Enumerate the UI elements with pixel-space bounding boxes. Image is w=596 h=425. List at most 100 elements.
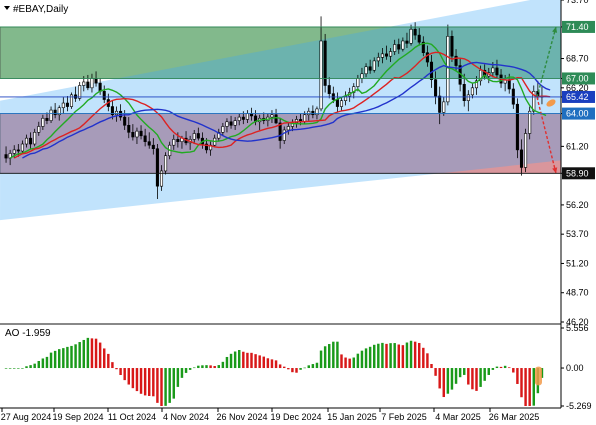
price-tick-label: 61.20 — [566, 141, 589, 151]
tp-buy-badge — [562, 20, 595, 33]
candle-body-bull — [315, 108, 319, 116]
price-tick-label: 73.70 — [566, 0, 589, 5]
ao-bar — [422, 347, 425, 369]
ao-bar — [340, 354, 343, 369]
candle — [319, 16, 323, 112]
zones-layer — [0, 26, 561, 174]
candle-body-bull — [380, 53, 384, 58]
candle-body-bear — [454, 55, 458, 66]
ao-bar — [197, 365, 200, 369]
ao-bar — [131, 368, 135, 389]
candle-body-bull — [37, 126, 41, 133]
candle — [229, 115, 233, 129]
candle — [135, 127, 139, 145]
candle-body-bear — [434, 79, 438, 97]
candle-body-bear — [155, 148, 159, 187]
ao-bar — [33, 363, 36, 369]
candle-body-bull — [389, 51, 393, 57]
candle-body-bear — [86, 81, 90, 89]
time-axis[interactable]: 27 Aug 2024 19 Sep 2024 11 Oct 2024 4 Nov 2… — [1, 408, 540, 422]
candle — [41, 114, 45, 130]
candle-body-bull — [221, 126, 225, 133]
price-tick-label: 56.20 — [566, 200, 589, 210]
forecast-arrows — [536, 26, 558, 174]
candle-body-bear — [123, 116, 127, 126]
ao-bar — [25, 366, 28, 369]
symbol-menu-triangle-icon[interactable] — [4, 6, 10, 10]
candle-body-bear — [421, 41, 425, 53]
ma-blue — [22, 61, 551, 159]
ao-bar — [520, 368, 523, 398]
ao-bar — [246, 352, 249, 369]
ao-bar — [364, 348, 368, 369]
ao-bar — [266, 358, 270, 369]
candle — [286, 121, 290, 135]
candle — [4, 146, 8, 163]
ao-bar — [397, 344, 400, 369]
candle — [127, 117, 131, 139]
candle-body-bull — [57, 107, 61, 116]
candle-body-bull — [409, 28, 413, 44]
ao-bar — [184, 368, 188, 373]
candle — [450, 30, 454, 63]
ao-label: AO -1.959 — [5, 328, 51, 339]
candle-body-bull — [82, 81, 86, 86]
ao-bar — [4, 368, 8, 369]
candle — [16, 144, 20, 157]
candle-body-bull — [245, 113, 249, 120]
candle-body-bear — [519, 149, 524, 168]
candle-body-bear — [147, 141, 151, 146]
candle — [339, 97, 344, 112]
candle — [528, 106, 532, 140]
ao-axis[interactable]: 5.556 0.00 -5.269 — [561, 323, 592, 411]
price-badges: 71.40 67.00 65.42 64.00 58.90 — [0, 20, 595, 180]
candle-body-bull — [286, 126, 290, 131]
ao-bar — [115, 368, 118, 370]
candle — [57, 105, 61, 121]
candle — [172, 134, 176, 150]
candle-body-bear — [229, 121, 233, 126]
time-tick-label: 7 Feb 2025 — [381, 412, 427, 422]
entry-down-badge — [562, 107, 595, 120]
panel-separator[interactable] — [0, 323, 561, 325]
time-tick-label: 4 Nov 2024 — [163, 412, 209, 422]
candle-body-bull — [61, 102, 65, 109]
ao-bar — [291, 368, 294, 373]
candle-body-bull — [524, 133, 528, 168]
candle — [131, 124, 135, 141]
ao-bar — [123, 368, 126, 381]
ao-bar — [45, 356, 49, 369]
price-axis[interactable]: 73.70 68.70 66.20 61.20 56.20 53.70 51.20 48.70… — [561, 0, 589, 327]
candle — [78, 81, 82, 101]
ao-bar — [352, 357, 355, 369]
ao-bar — [209, 365, 212, 369]
ao-bar — [471, 368, 474, 390]
candle-body-bull — [135, 130, 139, 138]
ao-bar — [41, 358, 45, 369]
ao-bar — [254, 354, 257, 369]
candle-body-bull — [376, 57, 380, 62]
candle — [352, 83, 356, 99]
ao-bar — [205, 365, 208, 369]
candle-body-bear — [29, 137, 33, 145]
candle-body-bear — [425, 52, 429, 63]
candle — [323, 33, 327, 93]
candle — [384, 45, 389, 60]
ao-bar — [532, 368, 535, 406]
candle — [151, 138, 155, 155]
ao-bar — [450, 368, 454, 390]
candle — [139, 125, 143, 140]
ao-bar — [103, 348, 106, 369]
candle-body-bear — [110, 106, 114, 116]
candle — [196, 127, 200, 141]
ao-bar — [152, 368, 155, 397]
up-arrow — [536, 26, 557, 98]
ao-bar — [446, 368, 450, 394]
ao-bar — [315, 362, 319, 369]
candle-body-bear — [515, 103, 519, 151]
candle — [33, 128, 37, 147]
ao-bar — [283, 366, 286, 369]
candle — [495, 59, 499, 79]
ao-bar — [49, 352, 53, 369]
